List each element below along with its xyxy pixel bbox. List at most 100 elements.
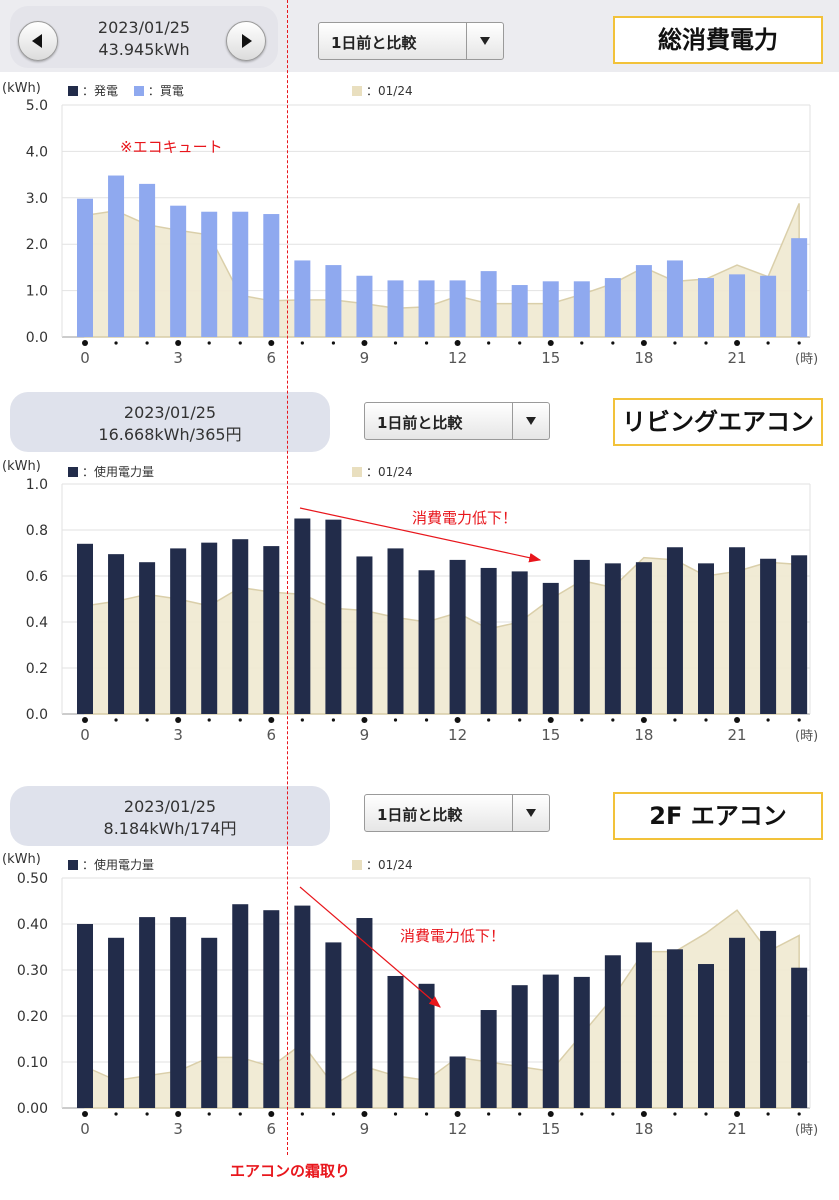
- bar: [232, 904, 249, 1108]
- bar: [666, 949, 683, 1108]
- x-tick-dot: [797, 1112, 801, 1116]
- bar: [294, 905, 311, 1108]
- compare-label: 1日前と比較: [377, 806, 463, 824]
- x-tick-dot-major: [734, 1111, 741, 1117]
- x-tick-label: 18: [634, 349, 653, 367]
- x-tick-dot: [487, 341, 491, 345]
- x-tick-dot: [300, 718, 304, 722]
- bar: [542, 974, 559, 1108]
- x-tick-dot: [114, 718, 118, 722]
- chart-total: 0.0 1.0 2.0 3.0 4.0 5.0 (kWh) 0 3 6 9 12 15 18 21 (時) ※エ…: [2, 81, 818, 367]
- bar: [760, 558, 777, 714]
- bar: [760, 930, 777, 1108]
- legend: ：使用電力量: [68, 463, 154, 480]
- bar: [418, 280, 435, 337]
- x-tick-dot: [518, 341, 522, 345]
- x-tick-dot: [704, 718, 708, 722]
- x-tick-label: 0: [80, 726, 90, 744]
- defrost-note: エアコンの霜取り: [229, 1162, 350, 1180]
- bar: [356, 918, 373, 1108]
- x-tick-dot-major: [361, 717, 368, 723]
- x-tick-dot: [704, 341, 708, 345]
- bar: [573, 559, 590, 714]
- bar: [698, 563, 714, 714]
- x-tick-dot: [331, 341, 335, 345]
- bar: [170, 205, 187, 337]
- y-tick-label: 0.40: [17, 917, 48, 933]
- y-tick-label: 0.20: [17, 1009, 48, 1025]
- legend: ：使用電力量: [68, 856, 154, 873]
- bar: [511, 285, 528, 337]
- legend-prev: ：01/24: [352, 82, 413, 99]
- bar: [263, 214, 280, 337]
- x-tick-label: 3: [173, 1120, 183, 1138]
- bar: [480, 1010, 497, 1108]
- bar: [325, 265, 342, 337]
- x-tick-dot-major: [268, 340, 275, 346]
- chart-living-ac: 0.0 0.2 0.4 0.6 0.8 1.0 (kWh) 0 3 6 9 12 15 18 21 (時) 消費…: [2, 459, 818, 744]
- x-tick-dot: [704, 1112, 708, 1116]
- x-tick-dot-major: [361, 340, 368, 346]
- x-tick-label: 18: [634, 1120, 653, 1138]
- x-tick-dot: [611, 718, 615, 722]
- bar: [635, 265, 652, 337]
- x-tick-label: 6: [267, 726, 277, 744]
- x-tick-label: 12: [448, 1120, 467, 1138]
- legend-item-purchase: ：買電: [133, 84, 184, 98]
- x-tick-label: 21: [728, 726, 747, 744]
- x-tick-dot: [487, 1112, 491, 1116]
- prev-day-button[interactable]: [18, 21, 58, 61]
- compare-select[interactable]: 1日前と比較: [364, 402, 550, 440]
- defrost-marker-line: [287, 0, 288, 1155]
- x-tick-label: 3: [173, 726, 183, 744]
- bar: [108, 175, 125, 337]
- x-axis-label: (時): [795, 1123, 818, 1138]
- x-tick-dot-major: [734, 717, 741, 723]
- x-tick-dot-major: [82, 717, 88, 723]
- x-tick-label: 0: [80, 1120, 90, 1138]
- x-tick-dot: [300, 341, 304, 345]
- legend-prev: ：01/24: [352, 856, 413, 873]
- compare-select[interactable]: 1日前と比較: [318, 22, 504, 60]
- y-tick-label: 0.50: [17, 871, 48, 887]
- bar: [791, 238, 808, 337]
- x-tick-dot: [487, 718, 491, 722]
- x-tick-dot: [300, 1112, 304, 1116]
- bar: [387, 548, 404, 714]
- x-tick-dot: [797, 341, 801, 345]
- x-tick-label: 6: [267, 349, 277, 367]
- x-tick-dot-major: [640, 717, 647, 723]
- x-tick-dot: [580, 718, 584, 722]
- x-tick-dot-major: [82, 1111, 88, 1117]
- x-tick-label: 3: [173, 349, 183, 367]
- bar: [263, 546, 280, 714]
- y-tick-label: 0.0: [26, 330, 48, 346]
- next-day-button[interactable]: [226, 21, 266, 61]
- x-tick-dot-major: [268, 1111, 275, 1117]
- bar: [387, 280, 404, 337]
- bar: [325, 519, 342, 714]
- dropdown-arrow-icon: [512, 795, 549, 831]
- compare-select[interactable]: 1日前と比較: [364, 794, 550, 832]
- x-tick-dot: [766, 341, 770, 345]
- bar: [511, 571, 528, 714]
- x-tick-dot-major: [454, 340, 461, 346]
- annotation-arrow: [299, 886, 441, 1008]
- x-tick-dot: [611, 1112, 615, 1116]
- compare-label: 1日前と比較: [331, 34, 417, 52]
- bar: [573, 976, 590, 1108]
- prev-day-area: [84, 556, 800, 715]
- y-tick-label: 0.4: [26, 615, 48, 631]
- bar: [635, 562, 652, 714]
- bar: [449, 280, 466, 337]
- x-tick-dot-major: [361, 1111, 368, 1117]
- bar: [387, 975, 404, 1108]
- x-tick-dot-major: [734, 340, 741, 346]
- x-tick-dot: [393, 1112, 398, 1116]
- y-tick-label: 0.2: [26, 661, 48, 677]
- x-tick-dot: [673, 1112, 677, 1116]
- x-axis-label: (時): [795, 729, 818, 744]
- date-box: 2023/01/25 8.184kWh/174円: [10, 786, 330, 846]
- bar: [77, 543, 93, 714]
- x-tick-label: 12: [448, 726, 467, 744]
